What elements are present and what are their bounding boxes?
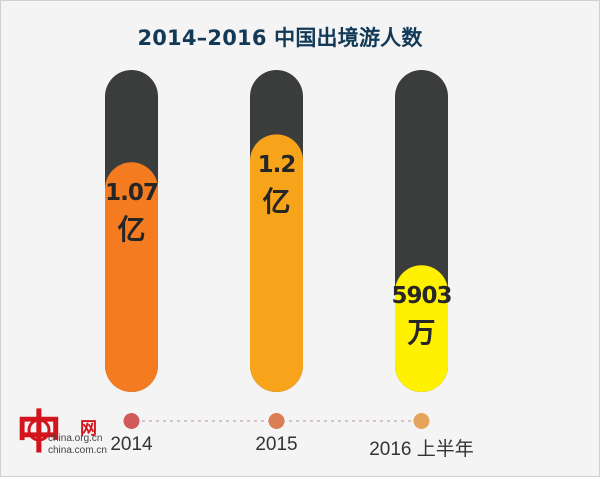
svg-text:中: 中 [16, 405, 62, 459]
logo-brand-text: 网 [80, 419, 97, 439]
china-logo-icon: 中 [16, 405, 62, 459]
logo-url-2: china.com.cn [48, 445, 107, 456]
timeline-dot [123, 413, 140, 429]
bar [395, 265, 448, 392]
timeline-dot [268, 413, 285, 429]
logo-url-1: china.org.cn [48, 433, 103, 444]
bar [105, 162, 158, 392]
bar-value-number: 1.07 [105, 180, 159, 207]
china-org-watermark: 中 网 china.org.cn china.com.cn [12, 392, 122, 472]
bar-value-unit: 万 [407, 316, 436, 350]
bar-value-number: 1.2 [257, 152, 297, 179]
logo-url-text: china.org.cn china.com.cn [48, 433, 107, 457]
bar [250, 134, 303, 392]
chart-title: 2014–2016 中国出境游人数 [137, 26, 423, 50]
timeline-dot [413, 413, 430, 429]
bar-value-unit: 亿 [117, 213, 146, 247]
x-tick-label: 2014 [110, 434, 153, 455]
bar-value-number: 5903 [391, 283, 452, 310]
bar-value-unit: 亿 [262, 185, 291, 219]
x-tick-label: 2016 上半年 [369, 439, 474, 460]
x-tick-label: 2015 [255, 434, 298, 455]
